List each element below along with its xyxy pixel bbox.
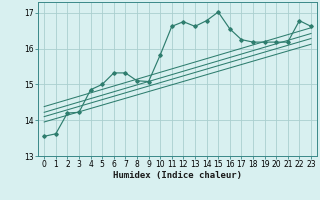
X-axis label: Humidex (Indice chaleur): Humidex (Indice chaleur) [113, 171, 242, 180]
